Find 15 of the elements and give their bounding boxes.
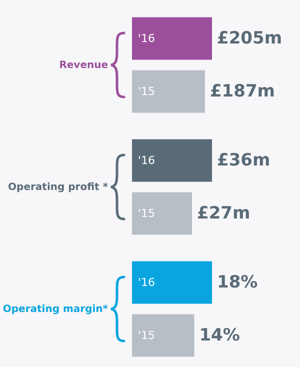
data-label: £205m bbox=[217, 28, 282, 48]
data-label: 14% bbox=[199, 326, 240, 346]
y-tick-label: '15 bbox=[138, 207, 156, 220]
data-label: £36m bbox=[217, 150, 270, 170]
data-label: £27m bbox=[197, 204, 250, 224]
y-tick-label: '16 bbox=[138, 32, 156, 45]
y-tick-label: '15 bbox=[138, 329, 156, 342]
y-tick-label: '15 bbox=[138, 85, 156, 98]
y-axis-title: Operating margin* bbox=[2, 304, 108, 314]
data-label: £187m bbox=[210, 82, 276, 102]
data-label: 18% bbox=[217, 272, 258, 292]
y-tick-label: '16 bbox=[138, 154, 156, 167]
y-axis-title: Operating profit * bbox=[7, 182, 108, 192]
y-axis-title: Revenue bbox=[58, 60, 108, 70]
y-tick-label: '16 bbox=[138, 276, 156, 289]
